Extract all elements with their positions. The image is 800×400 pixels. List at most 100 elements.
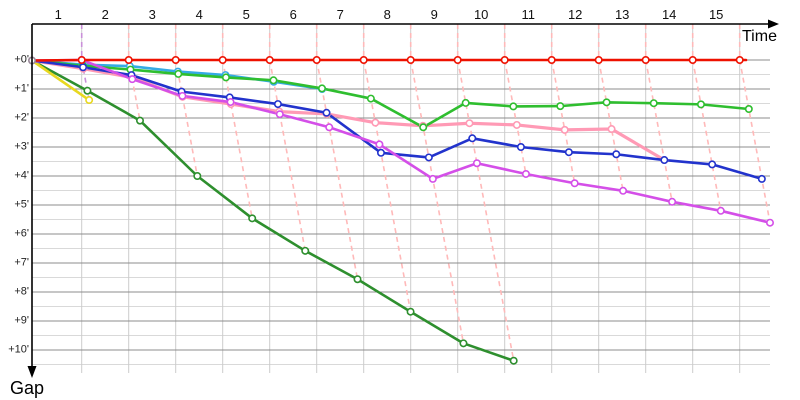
x-tick-label: 5 (243, 7, 250, 22)
runner-green-point (556, 102, 565, 111)
runner-darkgreen-point (406, 307, 415, 316)
runner-blue-point (322, 108, 331, 117)
runner-blue-point (376, 148, 385, 157)
runner-darkgreen-point (83, 86, 92, 95)
runner-green-point (317, 84, 326, 93)
runner-magenta-point (428, 174, 437, 183)
x-tick-label: 14 (662, 7, 676, 22)
leader-red-point (359, 55, 368, 64)
runner-magenta-point (668, 197, 677, 206)
leader-red-point (500, 55, 509, 64)
y-tick-label: +8' (14, 286, 29, 298)
control-connector-dashed (362, 24, 412, 312)
runner-darkgreen-line (30, 59, 515, 363)
leader-red-point (735, 55, 744, 64)
y-tick-label: +3' (14, 141, 29, 153)
x-tick-label: 12 (568, 7, 582, 22)
x-tick-label: 3 (149, 7, 156, 22)
leader-red-point (594, 55, 603, 64)
control-connector-dashed (409, 24, 465, 344)
runner-magenta-point (521, 169, 530, 178)
x-tick-label: 7 (337, 7, 344, 22)
leader-red-point (453, 55, 462, 64)
leader-red-point (265, 55, 274, 64)
runner-pink-point (465, 119, 474, 128)
runner-green-point (649, 99, 658, 108)
x-tick-label: 10 (474, 7, 488, 22)
y-tick-label: +7' (14, 257, 29, 269)
runner-magenta-point (325, 123, 334, 132)
y-tick-label: +0' (14, 54, 29, 66)
runner-magenta-point (570, 179, 579, 188)
runner-green-point (509, 102, 518, 111)
runner-magenta-point (375, 140, 384, 149)
runner-green-point (269, 76, 278, 85)
runner-darkgreen-point (248, 214, 257, 223)
runner-pink-point (371, 118, 380, 127)
x-tick-label: 6 (290, 7, 297, 22)
runner-blue-point (660, 156, 669, 165)
leader-red-line (30, 58, 748, 62)
runner-magenta-point (275, 110, 284, 119)
y-tick-label: +5' (14, 199, 29, 211)
control-connector-dashed (644, 24, 673, 202)
y-tick-label: +1' (14, 83, 29, 95)
leader-red-point (171, 55, 180, 64)
runner-darkgreen-point (459, 339, 468, 348)
runner-darkgreen-point (193, 172, 202, 181)
runner-magenta-point (472, 159, 481, 168)
runner-blue-line (30, 59, 764, 181)
runner-blue-point (468, 134, 477, 143)
runner-yellow-point (85, 96, 94, 105)
runner-darkgreen-point (135, 116, 144, 125)
gap-axis-title: Gap (10, 378, 44, 398)
y-tick-label: +6' (14, 228, 29, 240)
control-connector-dashed (738, 24, 771, 223)
runner-pink-point (607, 125, 616, 134)
x-tick-label: 15 (709, 7, 723, 22)
y-tick-label: +4' (14, 170, 29, 182)
runner-yellow-line (30, 59, 91, 102)
runner-magenta-point (178, 91, 187, 100)
runner-blue-point (79, 63, 88, 72)
runner-magenta-point (619, 186, 628, 195)
runner-magenta-line (30, 58, 772, 224)
leader-red-point (641, 55, 650, 64)
gap-axis-arrow (27, 366, 37, 378)
time-axis-arrow (768, 19, 779, 29)
runner-green-point (744, 105, 753, 114)
runner-pink-point (560, 125, 569, 134)
runner-green-point (174, 69, 183, 78)
x-tick-label: 4 (196, 7, 203, 22)
y-tick-label: +2' (14, 112, 29, 124)
x-tick-label: 11 (521, 7, 535, 22)
runner-green-point (461, 98, 470, 107)
runner-blue-point (708, 160, 717, 169)
control-connector-dashed (221, 24, 253, 219)
runner-magenta-point (128, 75, 137, 84)
control-connector-dashed (597, 24, 624, 191)
y-tick-label: +10' (8, 344, 29, 356)
leader-red-point (218, 55, 227, 64)
runner-blue-point (273, 100, 282, 109)
leader-red-point (406, 55, 415, 64)
x-tick-label: 8 (384, 7, 391, 22)
runner-blue-point (564, 148, 573, 157)
y-tick-label: +9' (14, 315, 29, 327)
leader-red-point (547, 55, 556, 64)
runner-darkgreen-point (353, 275, 362, 284)
runner-green-point (602, 98, 611, 107)
time-axis-title: Time (742, 28, 777, 45)
runner-magenta-point (226, 98, 235, 107)
runner-darkgreen-point (509, 356, 518, 365)
x-tick-label: 1 (55, 7, 62, 22)
leader-red-point (124, 55, 133, 64)
x-tick-label: 2 (102, 7, 109, 22)
runner-magenta-point (716, 206, 725, 215)
leader-red-point (688, 55, 697, 64)
runner-green-point (221, 73, 230, 82)
control-connector-dashed (268, 24, 307, 251)
control-connector-dashed (691, 24, 722, 211)
